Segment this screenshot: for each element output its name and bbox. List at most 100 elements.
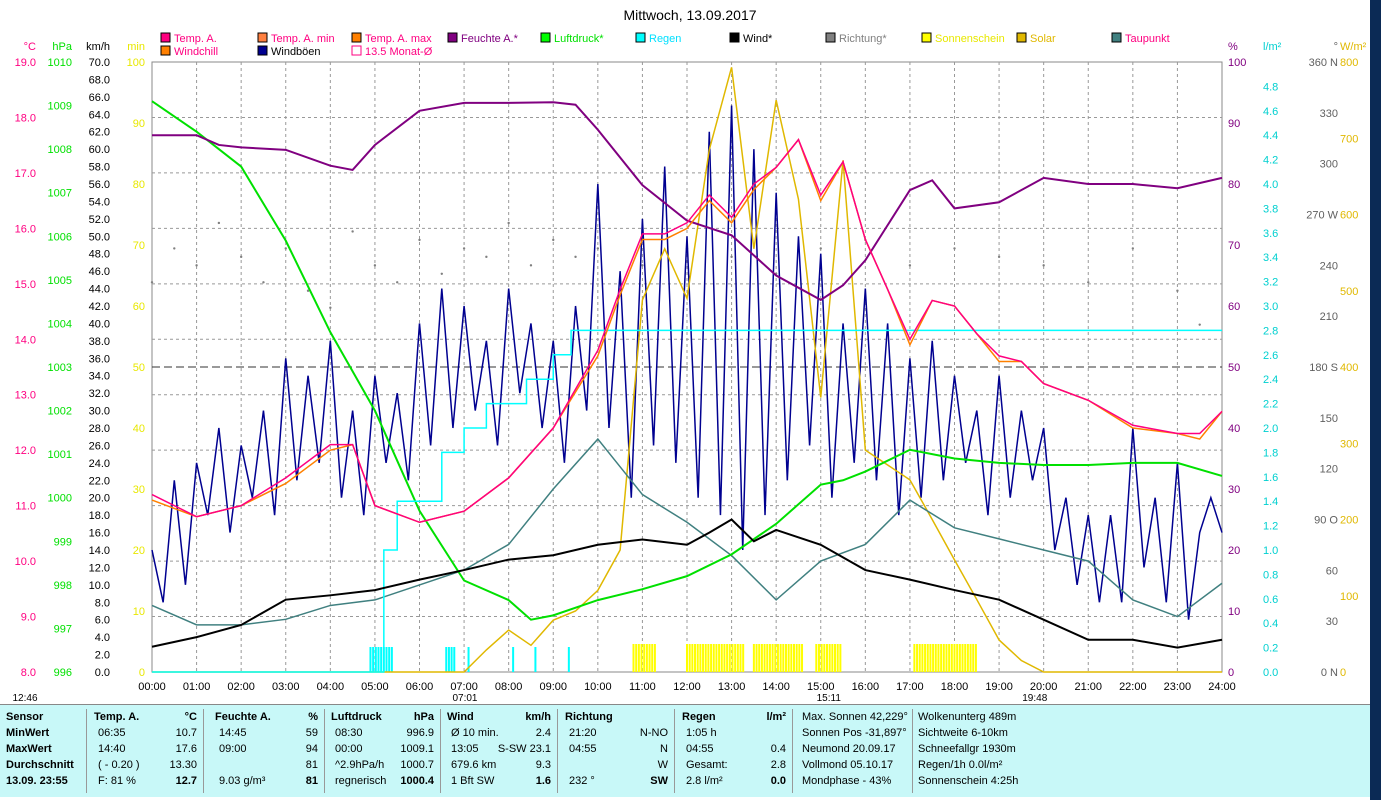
wind-tick-label: 54.0 — [89, 196, 110, 208]
humidity-label: 09:00 — [219, 743, 247, 755]
wind-label: 679.6 km — [451, 759, 497, 771]
direction-tick-label: 360 N — [1309, 57, 1338, 69]
direction-tick-label: 150 — [1320, 413, 1338, 425]
wind-tick-label: 14.0 — [89, 545, 110, 557]
wind-tick-label: 16.0 — [89, 528, 110, 540]
direction-value: N-NO — [639, 727, 668, 739]
x-tick-label: 18:00 — [941, 681, 969, 693]
x-tick-label: 15:00 — [807, 681, 835, 693]
window-edge — [1370, 0, 1381, 800]
legend-label: Taupunkt — [1125, 33, 1170, 45]
pressure-tick-label: 1007 — [48, 188, 72, 200]
solar-tick-label: 300 — [1340, 438, 1358, 450]
temp-tick-label: 11.0 — [15, 501, 36, 513]
rain-tick-label: 0.6 — [1263, 594, 1278, 606]
temp-label: 06:35 — [98, 727, 126, 739]
pressure-tick-label: 1008 — [48, 144, 72, 156]
rain-axis-unit: l/m² — [1263, 41, 1282, 53]
legend-label: Temp. A. max — [365, 33, 432, 45]
rain-tick-label: 2.0 — [1263, 423, 1278, 435]
direction-point — [239, 255, 243, 259]
temp-value: 10.7 — [175, 727, 197, 739]
legend-label: Wind* — [743, 33, 773, 45]
legend-label: Temp. A. min — [271, 33, 335, 45]
solar-tick-label: 600 — [1340, 210, 1358, 222]
direction-point — [997, 255, 1001, 259]
rain-tick-label: 3.2 — [1263, 277, 1278, 289]
rain-label: 04:55 — [686, 743, 714, 755]
temp-tick-label: 19.0 — [15, 57, 36, 69]
legend-swatch — [540, 32, 551, 43]
legend-swatch — [1016, 32, 1027, 43]
direction-point — [217, 221, 221, 225]
x-tick-label: 09:00 — [539, 681, 567, 693]
x-tick-label: 16:00 — [852, 681, 880, 693]
temp-tick-label: 10.0 — [15, 556, 36, 568]
direction-point — [641, 264, 644, 267]
wind-tick-label: 36.0 — [89, 353, 110, 365]
pressure-header: Luftdruck — [331, 711, 382, 723]
rain-tick-label: 1.6 — [1263, 472, 1278, 484]
pressure-tick-label: 1010 — [48, 57, 72, 69]
rain-tick-label: 0.0 — [1263, 667, 1278, 679]
minutes-tick-label: 20 — [133, 545, 145, 557]
legend-label: Windböen — [271, 46, 321, 58]
series-line-temp-a- — [151, 138, 1223, 524]
rain-tick-label: 4.0 — [1263, 179, 1278, 191]
minutes-axis-unit: min — [127, 41, 145, 53]
direction-point — [507, 221, 510, 225]
wind-tick-label: 2.0 — [95, 650, 110, 662]
direction-point — [284, 247, 287, 250]
pressure-tick-label: 999 — [54, 536, 72, 548]
minutes-tick-label: 80 — [133, 179, 145, 191]
row-label: MinWert — [6, 727, 50, 739]
rain-tick-label: 3.6 — [1263, 228, 1278, 240]
direction-point — [262, 281, 265, 284]
direction-point — [596, 247, 600, 250]
rain-label: 1:05 h — [686, 727, 717, 739]
wind-tick-label: 60.0 — [89, 144, 110, 156]
wind-label: Ø 10 min. — [451, 727, 499, 739]
direction-tick-label: 330 — [1320, 108, 1338, 120]
temp-value: 13.30 — [169, 759, 197, 771]
wind-tick-label: 68.0 — [89, 74, 110, 86]
pressure-value: 1000.7 — [400, 759, 434, 771]
humidity-column: Feuchte A.% 14:45 59 09:00 94 81 9.03 g/m³ 81 — [211, 709, 325, 793]
direction-point — [730, 255, 733, 259]
wind-tick-label: 52.0 — [89, 214, 110, 226]
rain-tick-label: 1.2 — [1263, 521, 1278, 533]
series-line-regen — [152, 329, 1222, 673]
wind-tick-label: 28.0 — [89, 423, 110, 435]
solar-tick-label: 200 — [1340, 515, 1358, 527]
x-tick-label: 00:00 — [138, 681, 166, 693]
x-tick-label: 14:00 — [762, 681, 790, 693]
pressure-label: ^2.9hPa/h — [335, 759, 385, 771]
solar-tick-label: 400 — [1340, 362, 1358, 374]
minutes-tick-label: 50 — [133, 362, 145, 374]
direction-point — [574, 255, 577, 259]
minutes-tick-label: 90 — [133, 118, 145, 130]
humidity-tick-label: 50 — [1228, 362, 1240, 374]
series-line-taupunkt — [151, 437, 1223, 626]
rain-tick-label: 2.6 — [1263, 350, 1278, 362]
x-tick-label: 11:00 — [629, 681, 656, 693]
temp-value: 17.6 — [175, 743, 197, 755]
temp-tick-label: 12.0 — [15, 445, 36, 457]
x-tick-label: 24:00 — [1208, 681, 1236, 693]
legend-swatch — [351, 32, 362, 43]
series-line-feuchte-a- — [152, 101, 1223, 302]
wind-tick-label: 10.0 — [89, 580, 110, 592]
wind-header: Wind — [447, 711, 474, 723]
rain-tick-label: 1.0 — [1263, 545, 1278, 557]
legend-swatch — [921, 32, 932, 43]
wind-tick-label: 44.0 — [89, 284, 110, 296]
temp-tick-label: 17.0 — [15, 168, 36, 180]
direction-tick-label: 120 — [1320, 464, 1338, 476]
humidity-tick-label: 20 — [1228, 545, 1240, 557]
wind-axis-unit: km/h — [86, 41, 110, 53]
direction-point — [373, 264, 377, 267]
humidity-label: 14:45 — [219, 727, 247, 739]
sun-info: Sonnen Pos -31,897° — [802, 727, 907, 739]
wind-tick-label: 24.0 — [89, 458, 110, 470]
minutes-tick-label: 100 — [127, 57, 145, 69]
